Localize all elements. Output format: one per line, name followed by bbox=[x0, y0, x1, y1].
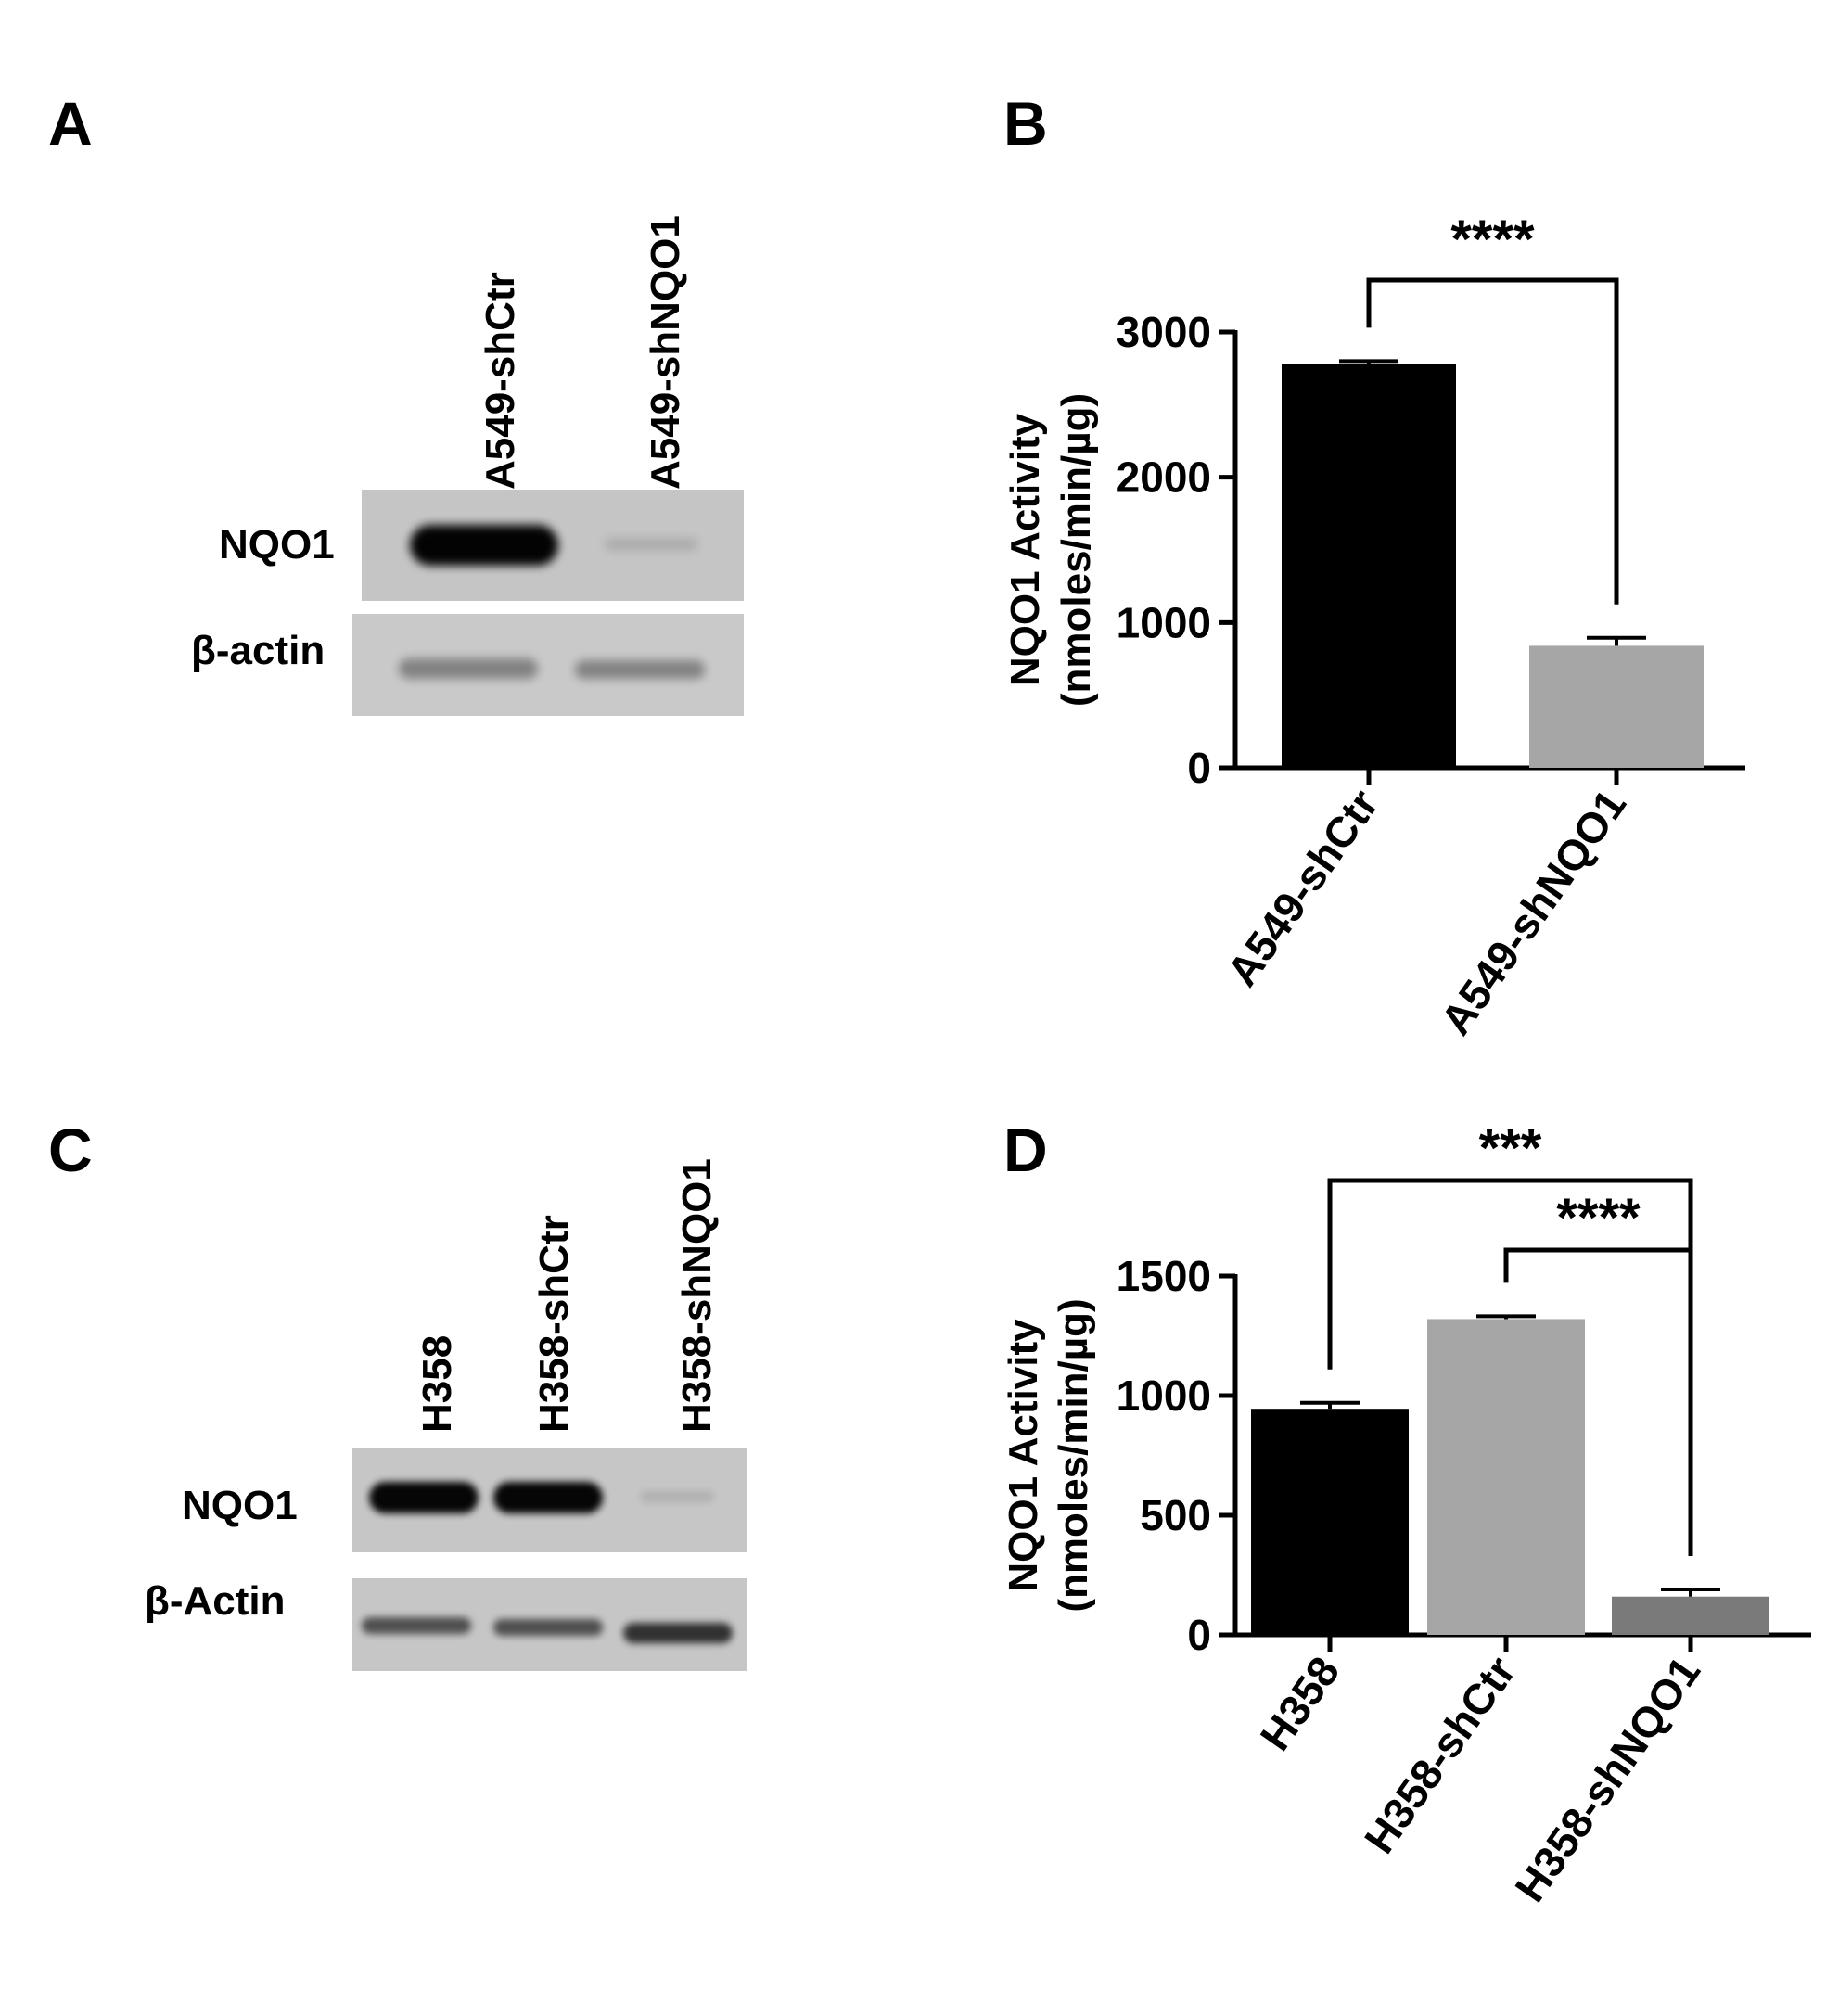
blot-c-lane-label: H358 bbox=[415, 1334, 460, 1433]
y-tick-label: 500 bbox=[1140, 1491, 1211, 1539]
x-tick-label: A549-shNQO1 bbox=[1431, 781, 1635, 1043]
blot-c-lane-label: H358-shCtr bbox=[531, 1215, 577, 1433]
blot-c-row-label: β-Actin bbox=[145, 1578, 286, 1624]
x-tick-label: H358-shNQO1 bbox=[1505, 1648, 1709, 1910]
blot-a-lane-label: A549-shNQO1 bbox=[643, 215, 688, 490]
y-tick-label: 0 bbox=[1187, 744, 1211, 792]
y-axis-title: NQO1 Activity bbox=[1003, 413, 1048, 686]
x-tick-label: H358-shCtr bbox=[1355, 1648, 1525, 1862]
blot-a-lane-label: A549-shCtr bbox=[478, 272, 523, 490]
blot-band bbox=[623, 1623, 733, 1643]
blot-a-row-label: β-actin bbox=[191, 628, 326, 673]
blot-a-row-label: NQO1 bbox=[219, 522, 335, 568]
panel-d-letter: D bbox=[1003, 1116, 1048, 1184]
y-axis-title: NQO1 Activity bbox=[1001, 1319, 1046, 1592]
significance-bracket bbox=[1503, 1247, 1693, 1556]
y-tick-label: 0 bbox=[1187, 1611, 1211, 1659]
blot-band bbox=[575, 660, 705, 679]
y-tick-label: 2000 bbox=[1117, 453, 1211, 502]
y-tick-label: 3000 bbox=[1117, 308, 1211, 356]
blot-a-actin-strip bbox=[352, 614, 744, 716]
y-tick-label: 1000 bbox=[1117, 1372, 1211, 1420]
chart-b: 0 1000 2000 3000 NQO1 Activity (nmoles/min/µg… bbox=[1003, 210, 1745, 1043]
bar bbox=[1427, 1319, 1585, 1635]
significance-label: **** bbox=[1450, 210, 1535, 270]
bar bbox=[1282, 364, 1456, 768]
bar bbox=[1612, 1596, 1769, 1635]
y-axis-subtitle: (nmoles/min/µg) bbox=[1054, 393, 1099, 707]
y-tick-label: 1500 bbox=[1117, 1252, 1211, 1300]
chart-d: 0 500 1000 1500 NQO1 Activity (nmoles/min/µg)… bbox=[1001, 1118, 1811, 1910]
x-tick-label: H358 bbox=[1251, 1648, 1349, 1759]
significance-label: **** bbox=[1556, 1188, 1641, 1248]
blot-c-lane-label: H358-shNQO1 bbox=[674, 1158, 720, 1433]
bar bbox=[1251, 1409, 1409, 1635]
panel-c-letter: C bbox=[48, 1116, 93, 1184]
blot-c-nqo1-strip bbox=[352, 1448, 747, 1552]
x-tick-label: A549-shCtr bbox=[1218, 781, 1387, 995]
blot-band bbox=[493, 1619, 603, 1636]
blot-band bbox=[493, 1482, 603, 1513]
significance-bracket bbox=[1327, 1178, 1693, 1556]
blot-c-actin-strip bbox=[352, 1578, 747, 1671]
y-axis-subtitle: (nmoles/min/µg) bbox=[1051, 1298, 1096, 1612]
blot-band bbox=[640, 1491, 714, 1502]
blot-band bbox=[410, 525, 558, 566]
panel-b-letter: B bbox=[1003, 89, 1048, 158]
significance-label: *** bbox=[1479, 1118, 1542, 1179]
significance-bracket bbox=[1366, 277, 1619, 605]
blot-band bbox=[362, 1617, 471, 1634]
blot-c-row-label: NQO1 bbox=[182, 1483, 298, 1528]
y-tick-label: 1000 bbox=[1117, 598, 1211, 646]
blot-a-nqo1-strip bbox=[362, 490, 744, 601]
bar bbox=[1529, 645, 1704, 768]
blot-band bbox=[605, 538, 697, 551]
blot-band bbox=[369, 1482, 479, 1513]
panel-a-letter: A bbox=[48, 89, 93, 158]
blot-band bbox=[399, 658, 538, 679]
